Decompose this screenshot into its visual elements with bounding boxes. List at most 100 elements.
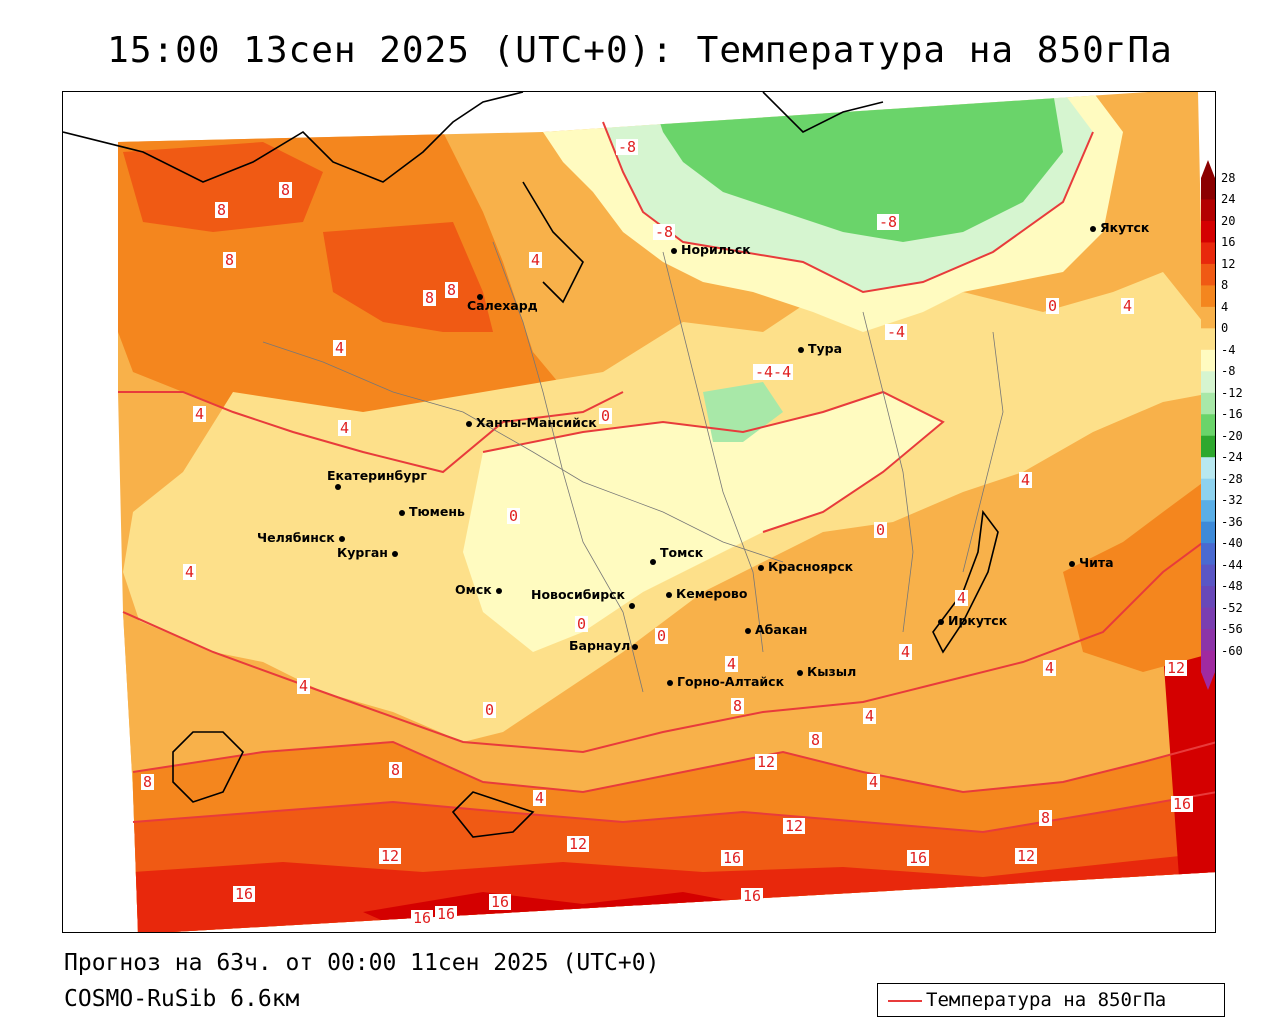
contour-label: 16	[435, 905, 458, 923]
temperature-map	[63, 92, 1215, 932]
city-label: Чита	[1079, 555, 1114, 570]
city-dot	[938, 618, 944, 625]
colorbar-tick-label: -40	[1221, 536, 1243, 551]
city-dot	[650, 558, 656, 565]
contour-label: 0	[507, 507, 521, 525]
colorbar-swatch	[1201, 349, 1215, 372]
colorbar-tick-label: 8	[1221, 278, 1229, 293]
city-chelyabinsk: Челябинск	[257, 530, 349, 545]
contour-label: 12	[755, 753, 778, 771]
city-dot	[1069, 560, 1075, 567]
colorbar-swatch	[1201, 629, 1215, 652]
contour-label: 16	[721, 849, 744, 867]
contour-label: 4	[863, 707, 877, 725]
city-label: Ханты-Мансийск	[476, 415, 597, 430]
colorbar-tick-label: 28	[1221, 171, 1236, 185]
colorbar-tick-label: -36	[1221, 514, 1243, 529]
city-norilsk: Норильск	[671, 242, 751, 257]
contour-label: 0	[874, 521, 888, 539]
colorbar-swatch	[1201, 328, 1215, 351]
contour-label: 12	[1015, 847, 1038, 865]
colorbar-swatch	[1201, 178, 1215, 200]
contour-label: 4	[338, 419, 352, 437]
city-label: Красноярск	[768, 559, 854, 574]
city-label: Новосибирск	[531, 587, 626, 602]
colorbar-swatch	[1201, 607, 1215, 630]
city-dot	[335, 483, 341, 490]
city-label: Челябинск	[257, 530, 335, 545]
city-label: Якутск	[1100, 220, 1150, 235]
contour-label: 4	[183, 563, 197, 581]
contour-label: 4	[193, 405, 207, 423]
city-label: Кызыл	[807, 664, 857, 679]
city-dot	[632, 643, 639, 650]
city-dot	[1090, 225, 1096, 232]
colorbar-top-arrow	[1201, 160, 1215, 178]
colorbar-tick-label: -44	[1221, 557, 1243, 572]
city-yakutsk: Якутск	[1090, 220, 1149, 235]
city-dot	[629, 602, 636, 609]
colorbar-swatch	[1201, 242, 1215, 265]
contour-label: 8	[809, 731, 823, 749]
colorbar-tick-label: -28	[1221, 471, 1243, 486]
city-kemerovo: Кемерово	[666, 586, 747, 601]
city-tyumen: Тюмень	[399, 504, 465, 519]
colorbar-swatch	[1201, 650, 1215, 673]
contour-label: 4	[529, 251, 543, 269]
contour-label: 16	[233, 885, 256, 903]
colorbar-swatch	[1201, 586, 1215, 609]
colorbar-swatch	[1201, 457, 1215, 480]
coastlines	[63, 92, 999, 838]
colorbar-swatch	[1201, 500, 1215, 523]
contour-label: 16	[411, 909, 434, 927]
colorbar-tick-label: 16	[1221, 235, 1236, 250]
colorbar-swatch	[1201, 306, 1215, 329]
city-label: Норильск	[681, 242, 751, 257]
city-label: Салехард	[467, 298, 538, 313]
colorbar-swatch	[1201, 521, 1215, 544]
city-dot	[671, 247, 677, 254]
city-label: Горно-Алтайск	[677, 674, 785, 689]
contour-label: 8	[279, 181, 293, 199]
contour-label: 8	[223, 251, 237, 269]
city-label: Томск	[660, 545, 704, 560]
colorbar-tick-label: 24	[1221, 192, 1236, 207]
colorbar-tick-label: -4	[1221, 342, 1236, 357]
contour-label: 0	[599, 407, 613, 425]
city-novosibirsk: Новосибирск	[531, 587, 639, 609]
city-dot	[797, 669, 803, 676]
city-dot	[338, 535, 345, 542]
contour-label: 12	[783, 817, 806, 835]
model-name: COSMO-RuSib 6.6км	[64, 986, 300, 1012]
city-barnaul: Барнаул	[569, 638, 642, 653]
city-ekaterinburg: Екатеринбург	[327, 468, 445, 493]
contour-label: 0	[1046, 297, 1060, 315]
contour-label: -8	[877, 213, 900, 231]
colorbar-tick-label: 12	[1221, 256, 1236, 271]
colorbar-tick-label: -52	[1221, 600, 1243, 615]
city-tomsk: Томск	[650, 545, 703, 568]
contour-label: 12	[1165, 659, 1188, 677]
contour-label: 0	[483, 701, 497, 719]
contour-label: 4	[533, 789, 547, 807]
contour-label: 8	[141, 773, 155, 791]
city-dot	[391, 550, 398, 557]
contour-label: 16	[907, 849, 930, 867]
colorbar-tick-label: -32	[1221, 493, 1243, 508]
city-abakan: Абакан	[745, 622, 807, 637]
city-chita: Чита	[1069, 555, 1114, 570]
city-label: Курган	[337, 545, 388, 560]
map-area[interactable]: 8 8 8 8 8 4 4 4 4 -8 -8 -8 -4-4 0 0 0 0 …	[62, 91, 1216, 933]
city-khanty-mansiysk: Ханты-Мансийск	[466, 415, 597, 430]
colorbar-tick-label: 4	[1221, 299, 1229, 314]
legend-label: Температура на 850гПа	[926, 989, 1167, 1011]
colorbar-swatch	[1201, 564, 1215, 587]
city-gorno-altaysk: Горно-Алтайск	[667, 674, 784, 689]
contour-label: 16	[489, 893, 512, 911]
city-dot	[466, 420, 472, 427]
colorbar-tick-label: -20	[1221, 428, 1243, 443]
contour-label: 4	[1121, 297, 1135, 315]
colorbar-swatch	[1201, 263, 1215, 286]
colorbar-swatch	[1201, 220, 1215, 243]
contour-label: -4	[885, 323, 908, 341]
